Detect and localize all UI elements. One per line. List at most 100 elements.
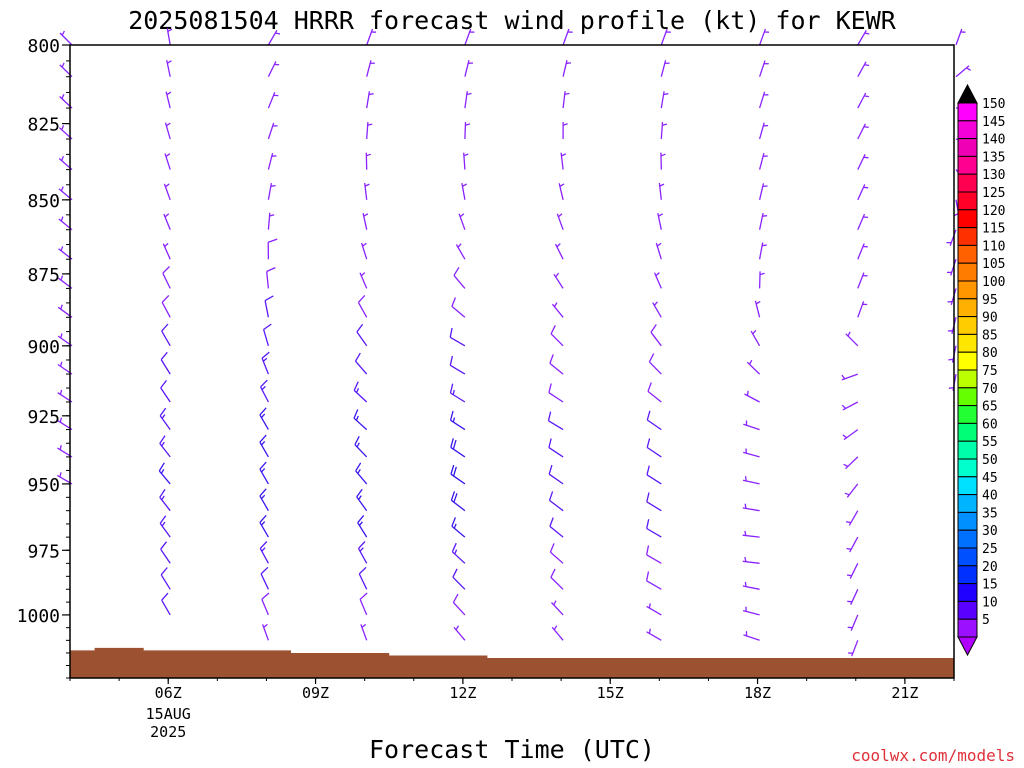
wind-barb [547,411,564,431]
plot-frame [69,44,955,679]
wind-barb [742,476,760,485]
wind-barb [166,28,173,46]
wind-barb [551,625,564,641]
wind-barb [449,355,466,375]
wind-barb [554,243,564,260]
wind-barb [646,519,662,538]
wind-barb [267,122,278,140]
wind-barb [654,272,662,289]
wind-barb [846,563,859,579]
wind-barb [354,352,368,375]
y-tick-label: 1000 [17,606,60,627]
wind-barb [645,571,662,590]
colorbar-label: 25 [982,542,998,557]
wind-barb [646,410,662,431]
colorbar-swatch [957,209,978,229]
colorbar-swatch [957,458,978,478]
wind-barb [356,323,368,347]
wind-barb [449,327,466,347]
wind-barb [846,510,859,526]
colorbar-label: 45 [982,471,998,486]
wind-barb [650,324,662,347]
wind-barb [660,91,669,109]
wind-barb [946,229,957,246]
colorbar-label: 130 [982,168,1005,183]
wind-barb [560,152,567,170]
wind-barb [743,631,760,641]
wind-barb [548,464,564,485]
x-tick-label: 15Z [597,684,624,702]
colorbar-label: 75 [982,364,998,379]
wind-barb [551,302,564,318]
colorbar-swatch [957,511,978,531]
wind-barb [754,300,761,318]
wind-barb [657,212,663,230]
x-tick-label: 18Z [744,684,771,702]
wind-barb [359,272,368,289]
wind-barb [357,541,368,564]
colorbar-swatch [957,618,978,638]
wind-barb [160,351,171,375]
wind-barb [163,213,171,230]
wind-barb [948,345,957,363]
colorbar-swatch [957,120,978,140]
wind-barb [355,462,368,485]
wind-barb [259,541,269,564]
colorbar-label: 100 [982,275,1005,290]
colorbar-swatch [957,155,978,175]
wind-barb [259,461,269,485]
wind-barb [160,380,171,403]
surface-terrain [70,647,954,678]
wind-barb [267,152,277,170]
wind-barb [646,465,662,485]
colorbar-label: 50 [982,453,998,468]
wind-barb [158,462,171,485]
colorbar-swatch [957,494,978,513]
colorbar-swatch [957,298,978,318]
wind-barb [357,514,368,538]
wind-barb [646,603,662,616]
colorbar-swatch [957,244,978,264]
x-tick-label: 12Z [449,684,476,702]
wind-barb [841,373,859,381]
wind-barb [549,543,564,564]
colorbar-label: 135 [982,150,1005,165]
wind-barb [259,488,269,512]
wind-barb [449,410,466,431]
colorbar-swatch [957,280,978,300]
wind-barb [857,243,868,260]
wind-barb [357,294,368,318]
wind-barb [267,61,280,77]
wind-barb [562,60,572,77]
wind-barb [758,153,768,170]
wind-barb [463,152,469,170]
colorbar-swatch [957,440,978,460]
wind-barb [366,60,375,77]
colorbar-swatch [957,476,978,496]
wind-barb [451,517,466,538]
wind-barb [857,272,868,289]
wind-barb [955,65,971,78]
colorbar-label: 120 [982,204,1005,219]
wind-barb [260,566,269,590]
wind-barb [742,581,760,590]
colorbar-label: 65 [982,400,998,415]
y-tick-label: 950 [27,475,60,496]
wind-barb [857,184,869,201]
wind-barb [366,122,373,140]
wind-barb [549,517,564,538]
wind-barb [364,182,370,200]
colorbar-swatch [957,422,978,442]
colorbar-label: 145 [982,115,1005,130]
wind-barb [647,382,662,403]
colorbar-label: 110 [982,239,1005,254]
colorbar-label: 95 [982,293,998,308]
wind-barb [846,536,859,553]
wind-barb [259,407,269,430]
wind-barb [857,61,870,78]
wind-barb [550,325,564,347]
colorbar-swatch [957,102,978,122]
wind-barb [660,60,670,77]
wind-barb [857,123,869,140]
wind-barb [164,122,171,140]
